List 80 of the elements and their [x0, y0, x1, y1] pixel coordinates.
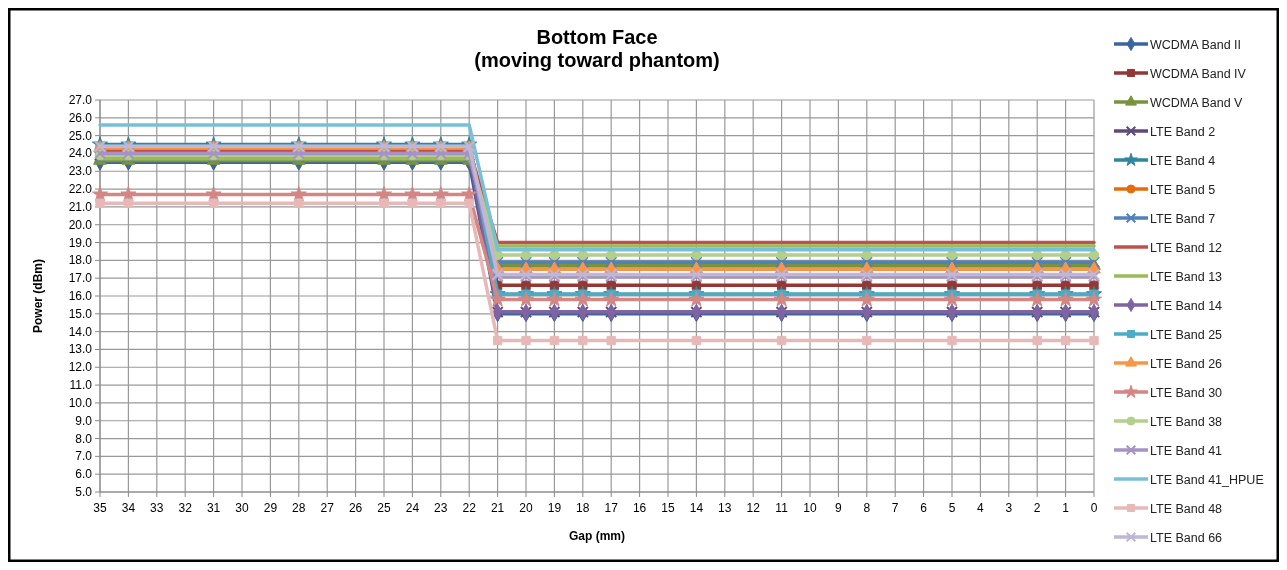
- x-tick-label: 20: [519, 501, 533, 515]
- x-tick-label: 11: [775, 501, 789, 515]
- x-tick-label: 0: [1090, 501, 1098, 515]
- y-tick-label: 7.0: [75, 449, 93, 464]
- x-tick-label: 34: [121, 501, 136, 515]
- legend-label: LTE Band 2: [1150, 124, 1216, 139]
- y-tick-label: 5.0: [75, 485, 93, 499]
- y-tick-label: 17.0: [68, 271, 93, 286]
- legend-label: LTE Band 38: [1150, 414, 1223, 429]
- x-tick-label: 7: [891, 501, 899, 515]
- y-tick-label: 19.0: [68, 235, 93, 250]
- y-tick-label: 12.0: [68, 360, 93, 375]
- x-tick-label: 18: [576, 501, 590, 515]
- legend-label: LTE Band 48: [1150, 501, 1223, 516]
- y-tick-label: 11.0: [69, 378, 93, 393]
- x-tick-label: 27: [320, 501, 335, 515]
- y-tick-label: 15.0: [68, 306, 93, 321]
- y-axis-title: Power (dBm): [31, 258, 45, 334]
- x-tick-label: 22: [462, 501, 477, 515]
- x-tick-label: 14: [689, 501, 704, 515]
- x-tick-label: 9: [835, 501, 843, 515]
- x-tick-label: 23: [434, 501, 448, 515]
- legend-label: LTE Band 13: [1150, 269, 1223, 284]
- y-tick-label: 16.0: [68, 289, 93, 303]
- x-tick-label: 26: [348, 501, 363, 515]
- legend-label: LTE Band 41_HPUE: [1150, 472, 1264, 487]
- x-tick-label: 30: [235, 501, 249, 515]
- legend-label: LTE Band 41: [1150, 443, 1223, 458]
- legend-label: LTE Band 25: [1150, 327, 1223, 342]
- y-tick-label: 26.0: [68, 110, 93, 125]
- legend-label: LTE Band 7: [1150, 211, 1216, 226]
- x-tick-label: 15: [661, 501, 675, 515]
- y-tick-label: 10.0: [68, 395, 93, 410]
- x-tick-label: 21: [490, 501, 505, 515]
- y-tick-label: 6.0: [75, 467, 93, 482]
- x-tick-label: 29: [263, 501, 278, 515]
- x-tick-label: 25: [377, 501, 391, 515]
- legend-label: LTE Band 30: [1150, 385, 1223, 400]
- y-tick-label: 14.0: [68, 324, 93, 339]
- x-axis-title: Gap (mm): [568, 529, 626, 543]
- x-tick-label: 24: [405, 501, 420, 515]
- x-tick-label: 10: [803, 501, 817, 515]
- y-tick-label: 24.0: [68, 146, 93, 161]
- y-tick-label: 27.0: [68, 93, 93, 107]
- legend-label: WCDMA Band V: [1150, 95, 1244, 110]
- x-tick-label: 4: [977, 501, 985, 515]
- y-tick-label: 25.0: [68, 128, 93, 143]
- legend-label: LTE Band 4: [1150, 153, 1216, 168]
- x-tick-label: 19: [547, 501, 562, 515]
- x-tick-label: 16: [632, 501, 647, 515]
- y-tick-label: 9.0: [75, 413, 93, 428]
- x-tick-label: 17: [604, 501, 619, 515]
- x-tick-label: 5: [948, 501, 956, 515]
- legend-label: LTE Band 66: [1150, 530, 1223, 545]
- chart-title: Bottom Face (moving toward phantom): [474, 26, 720, 71]
- x-tick-label: 12: [746, 501, 761, 515]
- x-tick-label: 31: [206, 501, 221, 515]
- y-tick-label: 18.0: [68, 253, 93, 268]
- legend-label: LTE Band 5: [1150, 182, 1216, 197]
- y-tick-label: 8.0: [75, 431, 93, 446]
- x-tick-label: 32: [178, 501, 193, 515]
- y-tick-label: 22.0: [68, 182, 93, 197]
- x-tick-label: 28: [292, 501, 306, 515]
- x-tick-label: 6: [920, 501, 928, 515]
- y-tick-label: 13.0: [68, 342, 93, 357]
- y-tick-label: 21.0: [68, 199, 93, 214]
- x-tick-label: 13: [718, 501, 732, 515]
- y-tick-label: 20.0: [68, 217, 93, 232]
- x-tick-label: 1: [1062, 501, 1070, 515]
- legend-label: LTE Band 12: [1150, 240, 1223, 255]
- x-tick-label: 8: [863, 501, 871, 515]
- x-tick-label: 3: [1005, 501, 1013, 515]
- x-tick-label: 33: [150, 501, 164, 515]
- y-tick-label: 23.0: [68, 164, 93, 179]
- legend-label: WCDMA Band IV: [1150, 66, 1247, 81]
- legend-label: LTE Band 26: [1150, 356, 1223, 371]
- x-tick-label: 35: [93, 501, 107, 515]
- x-tick-label: 2: [1033, 501, 1041, 515]
- legend-label: WCDMA Band II: [1150, 37, 1241, 52]
- legend-label: LTE Band 14: [1150, 298, 1223, 313]
